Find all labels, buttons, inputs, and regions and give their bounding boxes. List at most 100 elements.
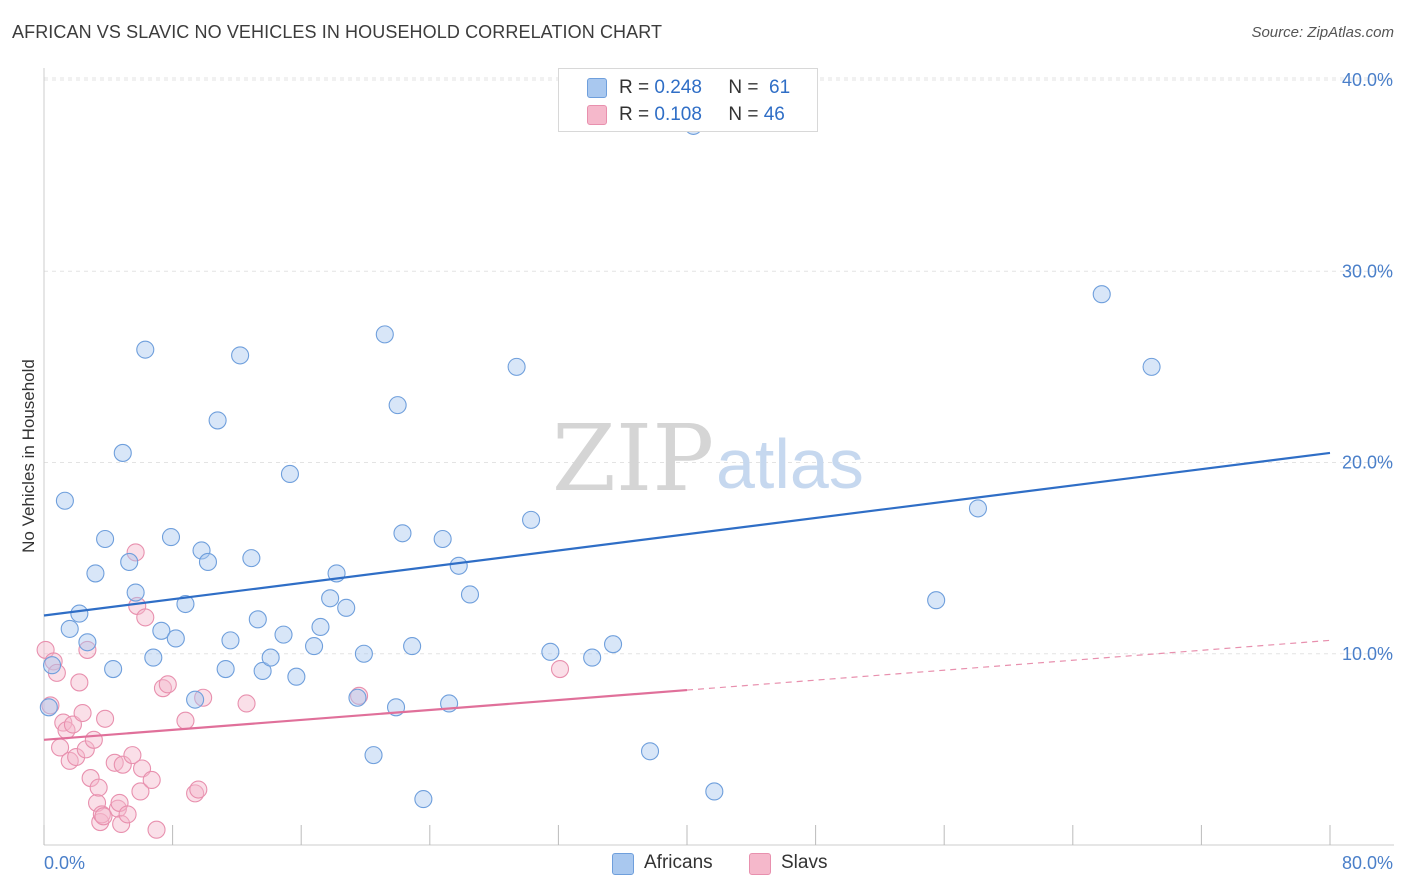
africans-point xyxy=(161,528,181,547)
bottom-legend-africans: Africans xyxy=(612,852,732,876)
africans-point xyxy=(403,637,422,656)
africans-point xyxy=(311,617,330,637)
legend-n-value: 46 xyxy=(763,104,785,125)
africans-point xyxy=(120,552,139,572)
legend-swatch-slavs xyxy=(587,105,607,125)
slavs-point xyxy=(113,755,132,774)
africans-point xyxy=(414,790,433,809)
legend-swatch-africans xyxy=(587,78,607,98)
slavs-point xyxy=(70,673,89,692)
africans-point xyxy=(305,637,324,656)
y-tick-label: 10.0% xyxy=(1342,644,1393,664)
legend-n-label: N = xyxy=(728,104,759,125)
y-tick-label: 20.0% xyxy=(1342,453,1393,473)
chart-title: AFRICAN VS SLAVIC NO VEHICLES IN HOUSEHO… xyxy=(12,22,663,42)
slavs-point xyxy=(78,640,97,659)
africans-point xyxy=(321,589,340,608)
africans-point xyxy=(705,782,724,801)
watermark-zip: ZIP xyxy=(552,405,714,512)
africans-point xyxy=(354,644,373,663)
africans-point xyxy=(60,619,79,638)
africans-point xyxy=(152,621,171,640)
slavs-point xyxy=(136,608,155,627)
slavs-point xyxy=(84,730,103,749)
legend-r-label: R = xyxy=(619,104,650,125)
axes xyxy=(43,68,1394,846)
legend-n-value: 61 xyxy=(769,77,791,98)
africans-point xyxy=(522,510,541,529)
africans-point xyxy=(96,529,115,549)
slavs-point xyxy=(96,709,115,728)
slavs-point xyxy=(158,675,177,694)
africans-point xyxy=(364,746,383,765)
africans-point xyxy=(42,656,62,675)
slavs-point xyxy=(112,814,131,834)
tick-labels: 10.0% 20.0% 30.0% 40.0% 0.0% 80.0% xyxy=(44,70,1393,873)
africans-point xyxy=(186,690,205,709)
slavs-point xyxy=(89,778,108,797)
slavs-point xyxy=(73,703,92,723)
legend-r-value: 0.248 xyxy=(654,77,702,98)
africans-point xyxy=(192,541,211,560)
africans-point xyxy=(176,594,195,614)
correlation-legend: R = 0.248 N = 61 R = 0.108 N = 46 xyxy=(558,68,818,132)
africans-point xyxy=(70,604,89,623)
africans-point xyxy=(604,635,623,654)
africans-point xyxy=(348,688,367,707)
africans-point xyxy=(261,648,280,667)
africans-point xyxy=(126,583,145,602)
bottom-legend-label-slavs: Slavs xyxy=(781,852,828,873)
x-tick-label-min: 0.0% xyxy=(44,853,85,873)
africans-point xyxy=(104,659,123,679)
africans-point xyxy=(968,499,988,518)
africans-point xyxy=(927,591,946,610)
africans-point xyxy=(460,585,480,604)
bottom-legend-swatch-africans xyxy=(612,853,634,875)
africans-point xyxy=(55,491,74,510)
africans-point xyxy=(136,340,155,359)
africans-point xyxy=(274,625,293,644)
africans-point xyxy=(375,325,394,344)
africans-point xyxy=(248,610,267,629)
africans-point xyxy=(640,742,660,761)
africans-points xyxy=(39,116,1161,809)
slavs-point xyxy=(118,805,137,824)
slavs-point xyxy=(142,770,161,790)
slavs-point xyxy=(189,780,208,799)
bottom-legend-swatch-slavs xyxy=(749,853,771,875)
africans-point xyxy=(541,642,560,661)
source-label: Source: ZipAtlas.com xyxy=(1251,24,1394,41)
slavs-point xyxy=(123,746,142,765)
africans-point xyxy=(242,549,261,568)
slavs-point xyxy=(94,807,113,826)
africans-point xyxy=(78,633,97,652)
y-tick-label: 40.0% xyxy=(1342,70,1393,90)
slavs-point xyxy=(126,543,145,562)
africans-point xyxy=(433,529,452,549)
trend-lines xyxy=(43,451,1331,741)
slavs-point xyxy=(550,659,570,679)
africans-point xyxy=(1092,285,1111,304)
bottom-legend-label-africans: Africans xyxy=(644,852,713,873)
bottom-legend-slavs: Slavs xyxy=(749,852,849,876)
legend-r-value: 0.108 xyxy=(654,104,702,125)
africans-point xyxy=(1142,357,1161,376)
slavs-points xyxy=(36,543,570,839)
y-tick-label: 30.0% xyxy=(1342,261,1393,281)
africans-point xyxy=(388,396,407,415)
y-axis-label: No Vehicles in Household xyxy=(19,359,38,553)
x-tick-label-max: 80.0% xyxy=(1342,853,1393,873)
africans-point xyxy=(144,648,163,667)
africans-point xyxy=(280,464,299,484)
slavs-trend-line-extrapolated xyxy=(686,639,1331,691)
watermark-atlas: atlas xyxy=(716,425,864,503)
slavs-point xyxy=(147,820,166,839)
africans-point xyxy=(287,667,306,686)
slavs-point xyxy=(91,812,110,832)
africans-point xyxy=(198,552,218,572)
africans-point xyxy=(583,648,602,667)
africans-point xyxy=(221,631,240,650)
slavs-point xyxy=(67,747,86,767)
africans-point xyxy=(449,556,468,575)
